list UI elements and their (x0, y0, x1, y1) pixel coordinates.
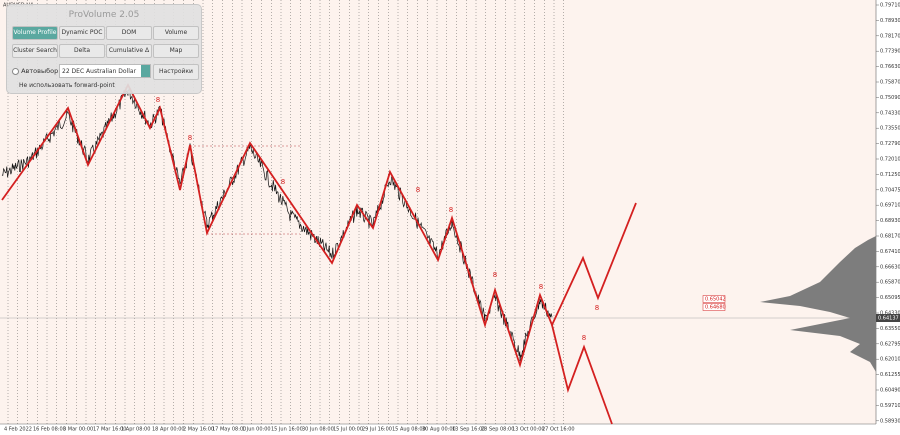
tool-button[interactable]: Dynamic POC (59, 26, 105, 40)
wave-projection (551, 324, 613, 425)
time-label: 3 Mar 00:00 (63, 427, 93, 433)
tool-button[interactable]: DOM (106, 26, 152, 40)
wave-label: 8 (582, 334, 586, 342)
time-label: 29 Jul 16:00 (362, 427, 392, 433)
price-label: 0.63550 (880, 326, 900, 332)
time-label: 13 Oct 00:00 (512, 427, 545, 433)
price-label: 0.68170 (880, 234, 900, 240)
price-label: 0.72790 (880, 141, 900, 147)
time-label: 1 Jun 00:00 (242, 427, 271, 433)
price-label: 0.69710 (880, 203, 900, 209)
instrument-dropdown[interactable]: 22 DEC Australian Dollar (59, 64, 151, 78)
tool-button[interactable]: Delta (59, 44, 105, 58)
price-label: 0.71250 (880, 172, 900, 178)
price-label: 0.60490 (880, 388, 900, 394)
wave-label: 8 (188, 134, 192, 142)
time-label: 27 Oct 16:00 (542, 427, 575, 433)
price-label: 0.59710 (880, 403, 900, 409)
price-label: 0.58930 (880, 418, 900, 424)
wave-label: 8 (595, 304, 599, 312)
price-label: 0.62010 (880, 357, 900, 363)
time-label: 2 May 16:00 (183, 427, 214, 433)
price-label: 0.76630 (880, 64, 900, 70)
wave-label: 8 (449, 206, 453, 214)
price-label: 0.77390 (880, 49, 900, 55)
volume-profile (760, 236, 876, 372)
price-label: 0.78170 (880, 33, 900, 39)
wave-label: 8 (539, 283, 543, 291)
instrument: 22 DEC Australian Dollar (62, 68, 137, 75)
level-box (702, 295, 726, 303)
level-label: 0.65042 (705, 297, 726, 303)
price-label: 0.64330 (880, 311, 900, 317)
price-label: 0.65095 (880, 295, 900, 301)
level-label: 0.64680 (705, 305, 726, 311)
auto-select-label: Автовыбор (21, 67, 59, 75)
price-label: 0.66630 (880, 264, 900, 270)
price-label: 0.74330 (880, 110, 900, 116)
time-label: 16 Feb 08:00 (33, 427, 66, 433)
price-label: 0.62795 (880, 341, 900, 347)
price-label: 0.70475 (880, 187, 900, 193)
price-label: 0.65870 (880, 280, 900, 286)
forward-point-option[interactable]: Не использовать forward-point (19, 82, 115, 89)
price-label: 0.79710 (880, 3, 900, 9)
price-label: 0.78930 (880, 18, 900, 24)
panel-title: ProVolume 2.05 (68, 10, 140, 20)
price-label: 0.68930 (880, 218, 900, 224)
time-label: 15 Aug 08:00 (392, 427, 426, 433)
price-label: 0.75090 (880, 95, 900, 101)
current-price: 0.64137 (878, 316, 899, 322)
wave-label: 8 (493, 271, 497, 279)
price-label: 0.72010 (880, 157, 900, 163)
time-label: 30 Aug 00:00 (422, 427, 456, 433)
wave-label: 8 (281, 178, 285, 186)
price-axis-bg (876, 0, 900, 435)
wave-projection (1, 83, 637, 369)
tool-button[interactable]: Cluster Search (12, 44, 58, 58)
level-box (702, 303, 726, 311)
current-price-box (876, 314, 900, 322)
time-label: 1 Apr 08:00 (121, 427, 150, 433)
time-label: 17 Mar 16:00 (93, 427, 126, 433)
price-label: 0.75870 (880, 80, 900, 86)
time-label: 13 Sep 16:00 (452, 427, 485, 433)
time-label: 15 Jun 16:00 (271, 427, 303, 433)
time-label: 4 Feb 2022 (4, 427, 32, 433)
price-label: 0.61255 (880, 372, 900, 378)
wave-label: 8 (416, 186, 420, 194)
time-label: 30 Jun 08:00 (302, 427, 334, 433)
tool-button[interactable]: Volume Profile (12, 26, 58, 40)
wave-label: 8 (156, 96, 160, 104)
provolume-panel: ProVolume 2.05 Volume Profile Dynamic POC… (6, 4, 202, 94)
price-label: 0.73550 (880, 126, 900, 132)
time-label: 18 Apr 00:00 (152, 427, 185, 433)
settings-button[interactable]: Настройки (153, 64, 199, 80)
time-label: 17 May 08:00 (212, 427, 246, 433)
tool-button[interactable]: Map (153, 44, 199, 58)
tool-button[interactable]: Volume (153, 26, 199, 40)
time-label: 28 Sep 08:00 (481, 427, 514, 433)
price-label: 0.67410 (880, 249, 900, 255)
tool-button[interactable]: Cumulative Δ (106, 44, 152, 58)
auto-select[interactable]: Автовыбор (12, 67, 58, 75)
time-label: 15 Jul 00:00 (333, 427, 363, 433)
